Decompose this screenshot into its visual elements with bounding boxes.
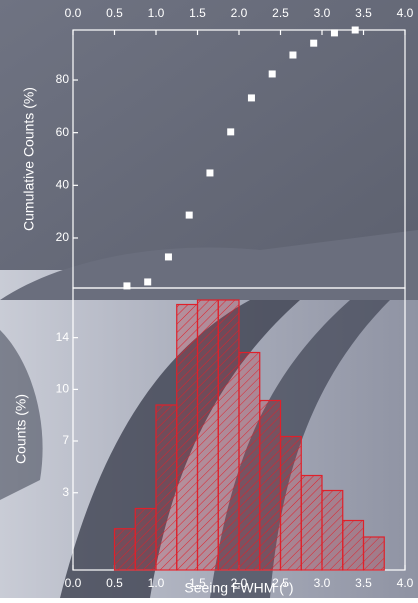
bar [260, 401, 281, 571]
point [289, 52, 296, 59]
bar [156, 405, 177, 570]
x-tick-label: 4.0 [397, 576, 414, 590]
point [165, 253, 172, 260]
bar [115, 529, 136, 570]
point [186, 212, 193, 219]
y-tick-label: 20 [56, 230, 70, 244]
x-tick-label: 2.5 [272, 6, 289, 20]
x-tick-label: 0.5 [106, 6, 123, 20]
bar [322, 491, 343, 571]
y-tick-label: 80 [56, 72, 70, 86]
x-tick-label: 3.5 [355, 6, 372, 20]
bar [301, 476, 322, 571]
chart: 20 40 60 80 0.0 0.5 1.0 1.5 2.0 2.5 3.0 3.5 4.0 Cumul… [0, 0, 418, 598]
y-tick-label: 14 [56, 330, 70, 344]
bar [281, 437, 302, 571]
x-tick-label: 1.0 [148, 6, 165, 20]
bar [239, 353, 260, 571]
bar [177, 305, 198, 571]
point [310, 40, 317, 47]
y-axis-title: Counts (%) [13, 394, 29, 464]
point [248, 94, 255, 101]
x-tick-label: 1.5 [189, 6, 206, 20]
x-axis-title: Seeing FWHM (") [184, 580, 293, 596]
x-tick-label: 0.5 [106, 576, 123, 590]
point [269, 70, 276, 77]
x-tick-label: 0.0 [65, 576, 82, 590]
bar [198, 300, 219, 570]
bar [135, 509, 156, 571]
y-axis-title: Cumulative Counts (%) [21, 87, 37, 231]
point [227, 128, 234, 135]
y-tick-label: 60 [56, 125, 70, 139]
x-tick-label: 3.5 [355, 576, 372, 590]
point [331, 29, 338, 36]
x-tick-label: 4.0 [397, 6, 414, 20]
point [352, 27, 359, 34]
point [144, 278, 151, 285]
point [206, 169, 213, 176]
y-tick-label: 3 [62, 485, 69, 499]
y-tick-label: 40 [56, 177, 70, 191]
bar [364, 537, 385, 570]
y-tick-label: 7 [62, 433, 69, 447]
bar [343, 521, 364, 571]
x-tick-label: 3.0 [314, 6, 331, 20]
x-tick-label: 1.0 [148, 576, 165, 590]
y-tick-label: 10 [56, 382, 70, 396]
x-tick-label: 3.0 [314, 576, 331, 590]
x-tick-label: 2.0 [231, 6, 248, 20]
bar [218, 300, 239, 570]
x-tick-label: 0.0 [65, 6, 82, 20]
